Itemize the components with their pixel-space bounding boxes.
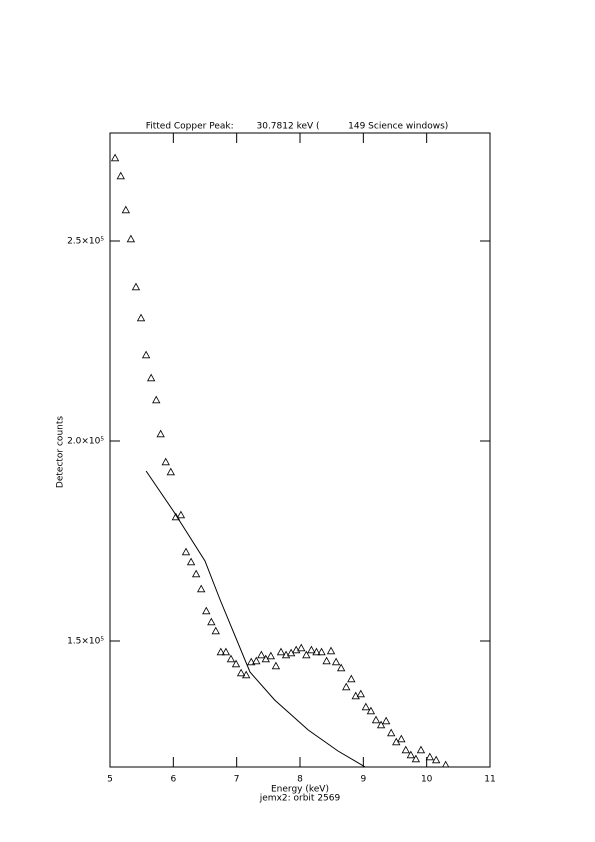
chart-title: Fitted Copper Peak: 30.7812 keV ( 149 Sc… <box>146 122 449 132</box>
x-tick-label: 10 <box>421 775 433 785</box>
x-tick-label: 9 <box>360 775 366 785</box>
x-tick-label: 11 <box>484 775 495 785</box>
data-point <box>116 171 125 180</box>
data-point <box>317 647 326 656</box>
data-point <box>141 350 151 359</box>
y-tick-label: 1.5×10⁵ <box>67 637 104 647</box>
data-point <box>356 689 365 698</box>
y-tick-label: 2.5×10⁵ <box>67 237 104 247</box>
data-point <box>431 755 441 764</box>
data-point <box>336 663 346 672</box>
data-point <box>366 706 376 715</box>
data-point <box>442 760 450 767</box>
data-point <box>131 282 141 291</box>
data-point <box>361 702 371 711</box>
data-point <box>376 720 386 729</box>
data-point <box>326 646 336 655</box>
data-point <box>425 752 435 761</box>
data-point <box>297 643 306 652</box>
data-point <box>197 584 206 593</box>
x-tick-label: 5 <box>107 775 113 785</box>
data-point <box>121 205 131 214</box>
data-point <box>307 645 316 654</box>
data-point <box>136 313 146 322</box>
data-point <box>371 715 381 724</box>
data-point <box>161 457 170 466</box>
x-axis-label: Energy (keV) <box>271 785 329 795</box>
data-point <box>276 647 286 656</box>
x-tick-label: 7 <box>234 775 240 785</box>
data-point <box>226 654 236 663</box>
data-point <box>191 569 201 578</box>
data-point <box>126 234 136 243</box>
data-point <box>110 153 120 162</box>
fit-line <box>145 470 366 767</box>
data-point <box>411 754 421 763</box>
data-point <box>207 617 216 626</box>
data-point <box>257 650 266 659</box>
data-point <box>236 668 246 677</box>
data-point <box>231 659 241 668</box>
data-point <box>146 373 156 382</box>
data-point <box>176 510 186 519</box>
data-point <box>312 647 321 656</box>
data-point <box>156 429 165 438</box>
data-point <box>166 467 175 476</box>
data-point <box>202 606 211 615</box>
data-point <box>397 734 406 743</box>
data-point <box>347 674 356 683</box>
data-point <box>271 661 281 670</box>
data-point <box>252 656 261 665</box>
data-point <box>221 647 231 656</box>
x-tick-label: 6 <box>170 775 176 785</box>
data-point <box>181 547 191 556</box>
data-point <box>322 656 331 665</box>
plot-frame <box>109 132 491 768</box>
data-point <box>247 657 256 666</box>
x-tick-label: 8 <box>297 775 303 785</box>
data-point <box>401 745 410 754</box>
data-point <box>387 728 396 737</box>
data-point <box>216 647 226 656</box>
data-point <box>342 682 351 691</box>
data-point <box>152 395 161 404</box>
data-point <box>406 750 416 759</box>
data-point <box>416 745 426 754</box>
data-point <box>381 716 391 725</box>
data-point <box>302 650 311 659</box>
y-tick-label: 2.0×10⁵ <box>67 437 104 447</box>
y-axis-label: Detector counts <box>56 416 66 488</box>
data-point <box>186 557 196 566</box>
subtitle: jemx2: orbit 2569 <box>259 794 341 804</box>
data-point <box>241 670 251 679</box>
data-point <box>331 657 341 666</box>
data-point <box>211 626 220 635</box>
data-point <box>266 651 276 660</box>
